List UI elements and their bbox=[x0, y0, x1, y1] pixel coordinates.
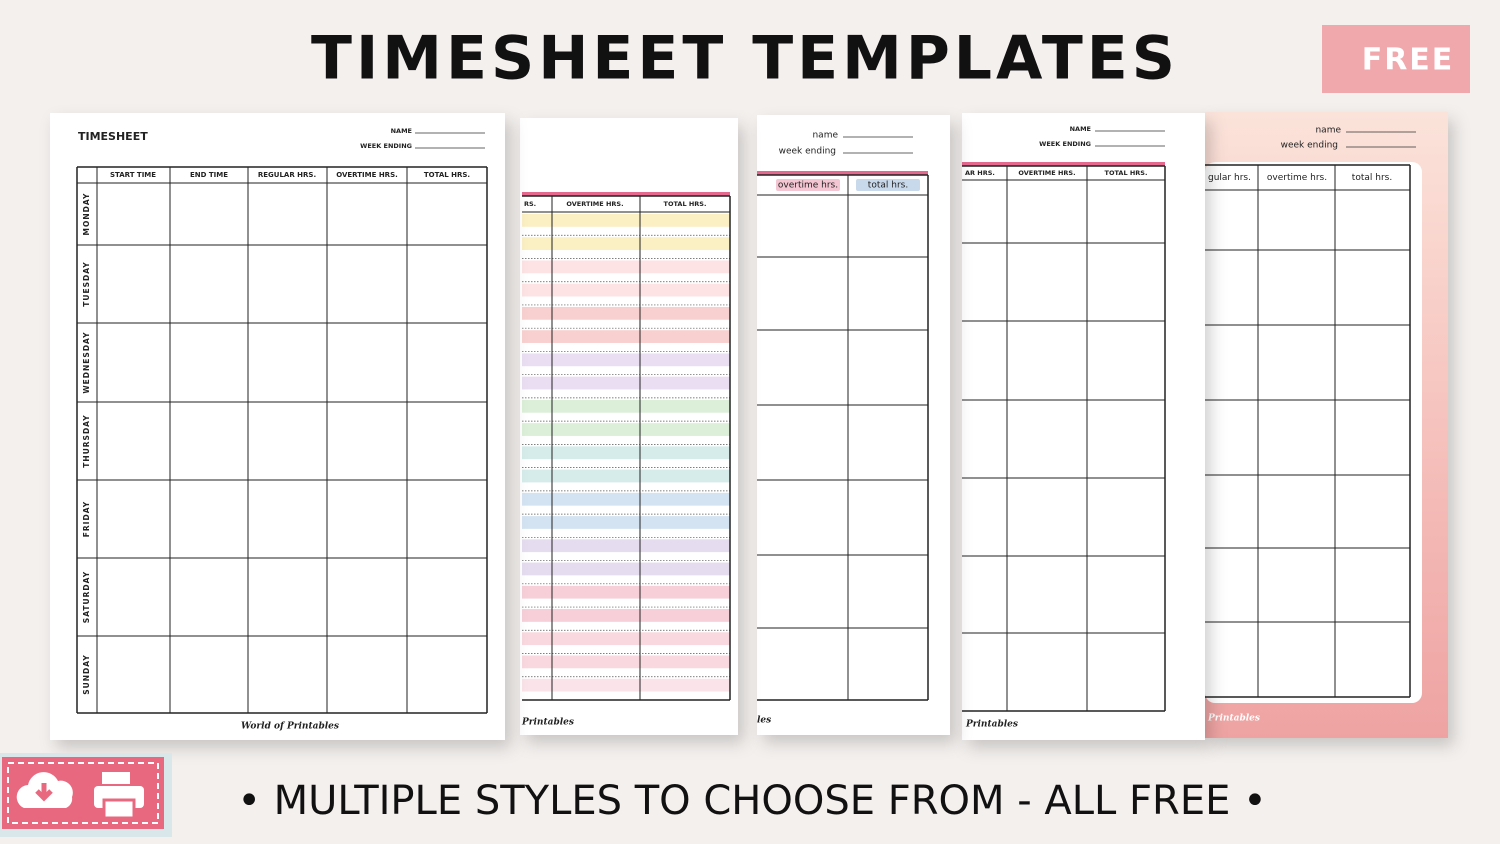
sheets: name week ending gular hrs. overtime hrs. to… bbox=[50, 112, 1448, 740]
column-header: overtime hrs. bbox=[1267, 173, 1327, 183]
timesheet-template: TIMESHEET NAME WEEK ENDING START TIME END TI… bbox=[50, 113, 505, 740]
color-stripe bbox=[522, 632, 730, 646]
column-header: TOTAL HRS. bbox=[664, 200, 707, 208]
column-header: RS. bbox=[524, 200, 536, 208]
column-header: gular hrs. bbox=[1208, 173, 1251, 183]
timesheet-template: RS. OVERTIME HRS. TOTAL HRS. Printables bbox=[520, 118, 738, 735]
column-header: overtime hrs. bbox=[778, 181, 838, 191]
color-stripe bbox=[522, 399, 730, 413]
color-stripe bbox=[522, 423, 730, 436]
name-label: NAME bbox=[391, 127, 412, 135]
brand: World of Printables bbox=[241, 722, 339, 732]
brand: Printables bbox=[965, 720, 1018, 730]
brand: les bbox=[757, 716, 771, 726]
name-label: NAME bbox=[1070, 125, 1091, 133]
color-stripe bbox=[522, 585, 730, 599]
column-header: START TIME bbox=[110, 171, 156, 179]
day-label: FRIDAY bbox=[82, 501, 91, 537]
color-stripe bbox=[522, 539, 730, 553]
free-badge-text: FREE bbox=[1362, 43, 1455, 78]
color-stripe bbox=[522, 260, 730, 274]
column-header: TOTAL HRS. bbox=[424, 171, 470, 179]
color-stripe bbox=[522, 609, 730, 622]
color-stripe bbox=[522, 283, 730, 297]
week-label: week ending bbox=[1281, 141, 1338, 151]
day-label: THURSDAY bbox=[82, 414, 91, 467]
color-stripe bbox=[522, 516, 730, 529]
column-header: OVERTIME HRS. bbox=[336, 171, 398, 179]
page-title: TIMESHEET TEMPLATES bbox=[311, 24, 1179, 94]
column-header: OVERTIME HRS. bbox=[1018, 169, 1075, 177]
color-stripe bbox=[522, 306, 730, 320]
color-stripe bbox=[522, 376, 730, 390]
column-header: END TIME bbox=[190, 171, 228, 179]
day-label: MONDAY bbox=[82, 193, 91, 236]
timesheet-template: NAME WEEK ENDING AR HRS. OVERTIME HRS. TOTAL… bbox=[962, 113, 1205, 740]
week-label: WEEK ENDING bbox=[1039, 140, 1091, 148]
column-header: TOTAL HRS. bbox=[1105, 169, 1148, 177]
color-stripe bbox=[522, 678, 730, 692]
sheet-title: TIMESHEET bbox=[78, 130, 148, 143]
color-stripe bbox=[522, 353, 730, 367]
sheet-paper bbox=[50, 113, 505, 740]
name-label: name bbox=[1315, 126, 1341, 136]
color-stripe bbox=[522, 562, 730, 576]
tagline: • MULTIPLE STYLES TO CHOOSE FROM - ALL F… bbox=[237, 778, 1266, 824]
header-chip bbox=[856, 179, 920, 191]
accent-bar bbox=[962, 162, 1165, 166]
day-label: WEDNESDAY bbox=[82, 331, 91, 393]
header-chip bbox=[776, 179, 840, 191]
color-stripe bbox=[522, 469, 730, 483]
column-header: OVERTIME HRS. bbox=[566, 200, 623, 208]
color-stripe bbox=[522, 492, 730, 506]
color-stripe bbox=[522, 214, 730, 227]
accent-bar bbox=[522, 192, 730, 196]
week-label: week ending bbox=[779, 147, 836, 157]
day-label: SATURDAY bbox=[82, 571, 91, 623]
free-badge bbox=[1322, 25, 1470, 93]
sheet-paper bbox=[962, 113, 1205, 740]
column-header: REGULAR HRS. bbox=[258, 171, 316, 179]
color-stripe bbox=[522, 330, 730, 343]
sheet-inner bbox=[1205, 162, 1422, 703]
accent-bar bbox=[757, 171, 928, 175]
sheet-paper bbox=[757, 115, 950, 735]
timesheet-template: name week ending overtime hrs. total hrs. le… bbox=[757, 115, 950, 735]
timesheet-template: name week ending gular hrs. overtime hrs. to… bbox=[1205, 112, 1448, 738]
color-stripe bbox=[522, 655, 730, 669]
column-header: total hrs. bbox=[1352, 173, 1392, 183]
week-label: WEEK ENDING bbox=[360, 142, 412, 150]
name-label: name bbox=[812, 131, 838, 141]
download-print-badge bbox=[0, 753, 172, 837]
column-header: total hrs. bbox=[868, 181, 908, 191]
color-stripe bbox=[522, 446, 730, 460]
brand: Printables bbox=[1207, 714, 1260, 724]
brand: Printables bbox=[521, 718, 574, 728]
day-label: TUESDAY bbox=[82, 261, 91, 306]
column-header: AR HRS. bbox=[965, 169, 995, 177]
color-stripe bbox=[522, 237, 730, 251]
day-label: SUNDAY bbox=[82, 654, 91, 695]
